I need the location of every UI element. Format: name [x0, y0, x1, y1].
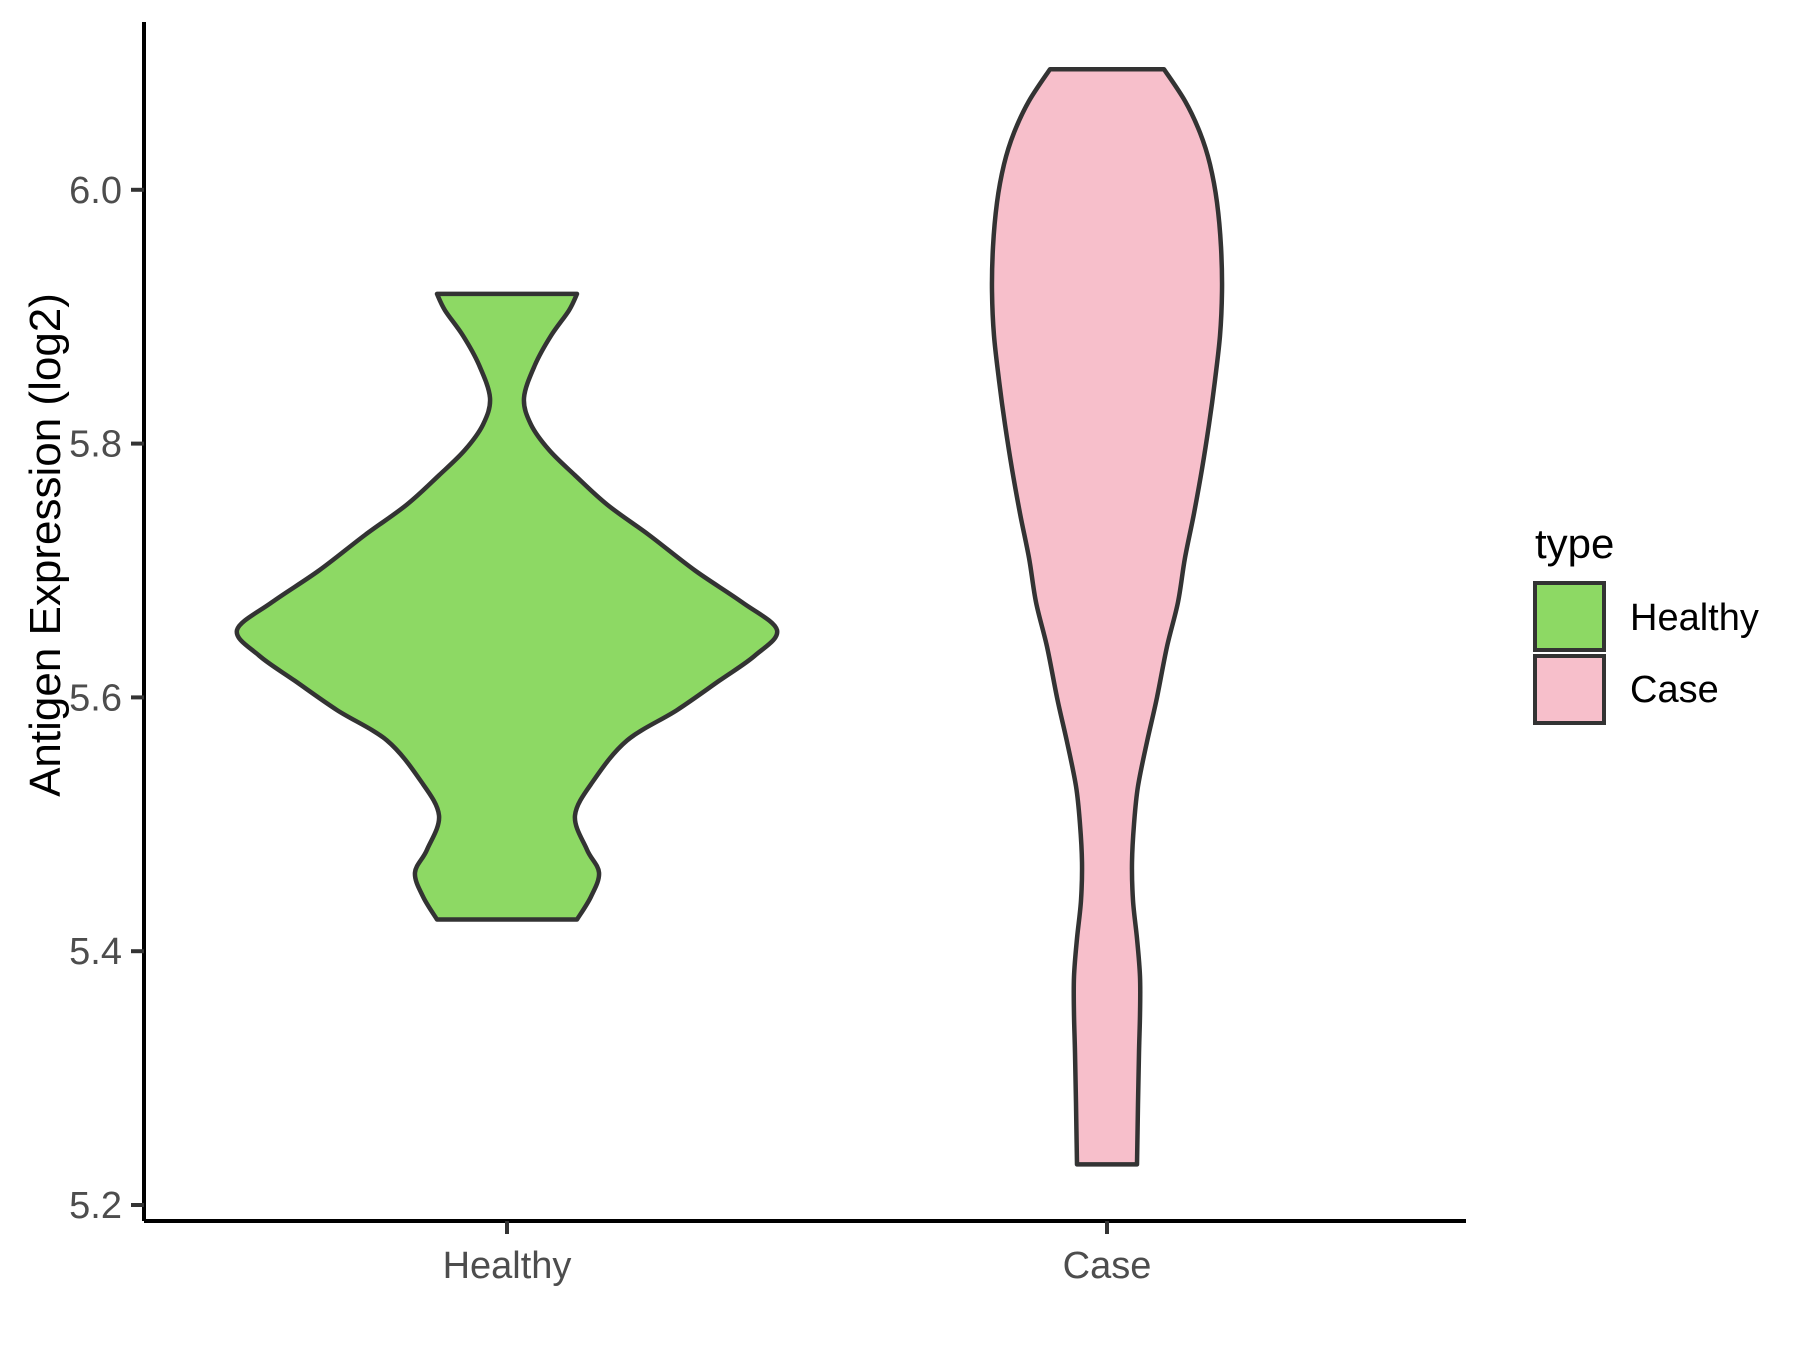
- y-axis-title: Antigen Expression (log2): [21, 293, 70, 797]
- violin-healthy: [234, 291, 780, 922]
- legend-key-case: [1533, 654, 1606, 725]
- legend-title: type: [1535, 520, 1614, 567]
- legend: type Healthy Case: [1533, 520, 1759, 725]
- y-tick-label: 5.4: [69, 931, 122, 973]
- x-tick-label: Healthy: [443, 1245, 572, 1287]
- legend-label-case: Case: [1630, 669, 1719, 711]
- y-tick-label: 6.0: [69, 170, 122, 212]
- x-ticks-group: Healthy Case: [443, 1221, 1152, 1287]
- y-tick-label: 5.2: [69, 1185, 122, 1227]
- x-axis: Healthy Case: [144, 1219, 1466, 1287]
- violins-group: [234, 66, 1225, 1167]
- legend-label-healthy: Healthy: [1630, 597, 1759, 639]
- x-tick-label: Case: [1063, 1245, 1152, 1287]
- y-tick-label: 5.8: [69, 424, 122, 466]
- y-axis: 6.0 5.8 5.6 5.4 5.2 Antigen Expression (log2…: [21, 22, 146, 1227]
- y-ticks-group: 6.0 5.8 5.6 5.4 5.2: [69, 170, 144, 1227]
- y-tick-label: 5.6: [69, 677, 122, 719]
- violin-case: [989, 66, 1225, 1167]
- legend-key-healthy: [1533, 581, 1606, 652]
